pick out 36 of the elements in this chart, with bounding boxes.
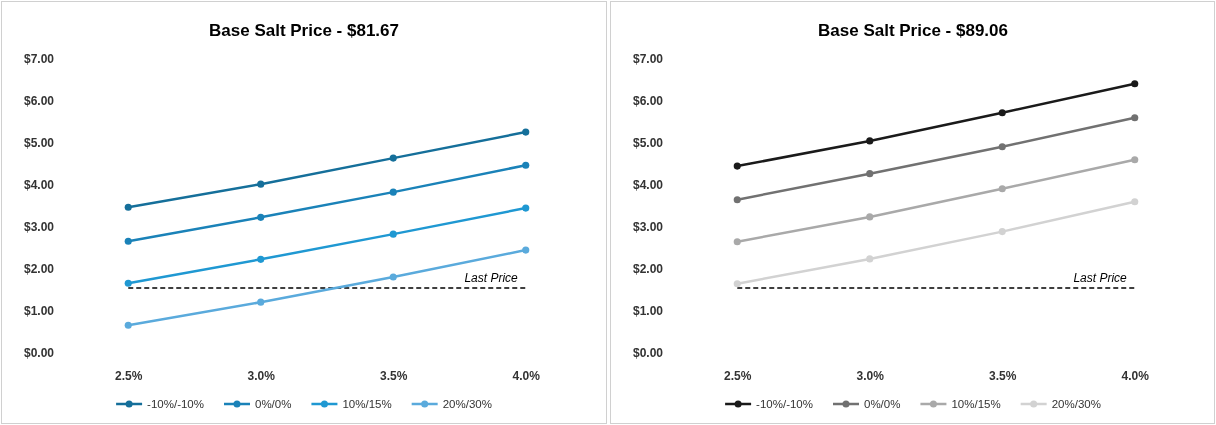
y-tick-label: $4.00 bbox=[632, 178, 663, 193]
x-tick-label: 3.0% bbox=[856, 368, 884, 383]
x-tick-label: 4.0% bbox=[512, 368, 541, 383]
y-tick-label: $3.00 bbox=[632, 220, 663, 235]
chart-title: Base Salt Price - $89.06 bbox=[817, 21, 1008, 40]
y-tick-label: $2.00 bbox=[23, 262, 55, 277]
legend-label: -10%/-10% bbox=[755, 398, 813, 410]
y-tick-label: $3.00 bbox=[23, 220, 55, 235]
legend-label: 0%/0% bbox=[863, 398, 900, 410]
legend-label: 20%/30% bbox=[442, 398, 492, 410]
legend-label: 20%/30% bbox=[1051, 398, 1101, 410]
x-tick-label: 4.0% bbox=[1121, 368, 1149, 383]
legend-label: -10%/-10% bbox=[147, 398, 204, 410]
ref-line-label: Last Price bbox=[1072, 270, 1127, 285]
ref-line-label: Last Price bbox=[464, 270, 519, 285]
x-tick-label: 2.5% bbox=[115, 368, 143, 383]
legend-label: 10%/15% bbox=[950, 398, 1001, 410]
x-tick-label: 3.5% bbox=[988, 368, 1017, 383]
y-tick-label: $5.00 bbox=[23, 136, 55, 151]
x-tick-label: 2.5% bbox=[723, 368, 752, 383]
legend-label: 0%/0% bbox=[254, 398, 292, 410]
y-tick-label: $1.00 bbox=[632, 304, 663, 319]
y-tick-label: $0.00 bbox=[23, 346, 55, 361]
y-tick-label: $4.00 bbox=[23, 178, 55, 193]
y-tick-label: $6.00 bbox=[632, 94, 663, 109]
y-tick-label: $7.00 bbox=[632, 52, 663, 67]
x-tick-label: 3.5% bbox=[380, 368, 408, 383]
y-tick-label: $2.00 bbox=[632, 262, 663, 277]
y-tick-label: $7.00 bbox=[23, 52, 55, 67]
legend-label: 10%/15% bbox=[342, 398, 392, 410]
y-tick-label: $1.00 bbox=[23, 304, 55, 319]
chart-title: Base Salt Price - $81.67 bbox=[209, 21, 399, 40]
x-tick-label: 3.0% bbox=[247, 368, 276, 383]
y-tick-label: $0.00 bbox=[632, 346, 663, 361]
y-tick-label: $5.00 bbox=[632, 136, 663, 151]
y-tick-label: $6.00 bbox=[23, 94, 55, 109]
